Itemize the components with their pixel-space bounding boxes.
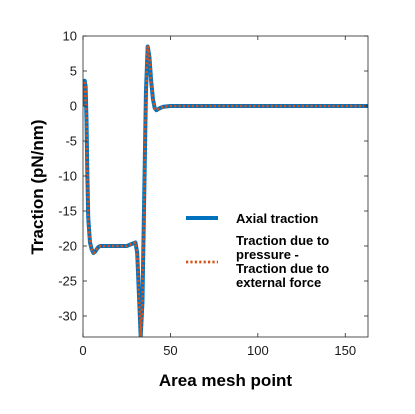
y-ticks: 10 5 0 -5 -10 -15 -20 -25 -30 (58, 29, 368, 324)
x-axis-title: Area mesh point (159, 371, 293, 390)
x-tick-label: 50 (163, 343, 177, 358)
legend-label-difference: external force (236, 275, 321, 290)
legend-label-difference: Traction due to (236, 261, 329, 276)
x-tick-label: 100 (247, 343, 269, 358)
y-tick-label: -25 (58, 274, 77, 289)
y-tick-label: -5 (65, 134, 77, 149)
series-line-2 (83, 45, 368, 337)
legend-label-axial: Axial traction (236, 211, 318, 226)
y-axis-title: Traction (pN/nm) (28, 119, 47, 254)
legend-label-difference: Traction due to (236, 233, 329, 248)
legend-label-difference: pressure - (236, 247, 299, 262)
series-layer (83, 44, 368, 337)
y-tick-label: 0 (70, 99, 77, 114)
y-tick-label: 5 (70, 64, 77, 79)
x-ticks: 0 50 100 150 (79, 36, 356, 358)
y-tick-label: 10 (63, 29, 77, 44)
y-tick-label: -15 (58, 204, 77, 219)
y-tick-label: -10 (58, 169, 77, 184)
plot-frame (82, 35, 369, 338)
x-tick-label: 0 (79, 343, 86, 358)
y-tick-label: -30 (58, 309, 77, 324)
plot-background (83, 36, 368, 337)
y-tick-label: -20 (58, 239, 77, 254)
axes-layer (82, 35, 369, 338)
x-tick-label: 150 (334, 343, 356, 358)
